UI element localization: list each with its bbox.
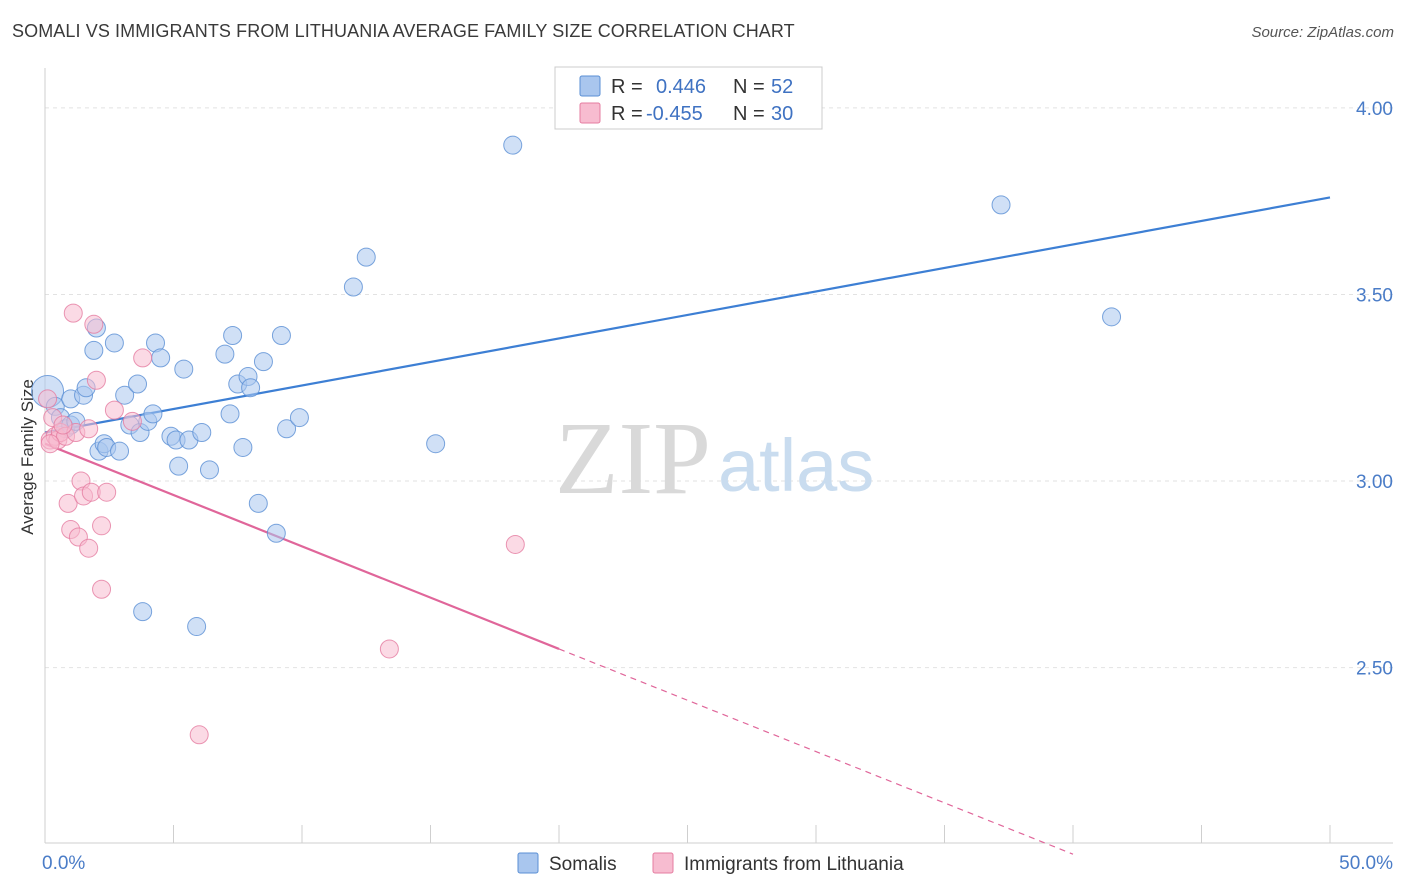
- lithuania-point-21: [97, 482, 117, 502]
- legend-n-label-somalis: N =: [733, 76, 765, 98]
- lithuania-point-15: [79, 419, 99, 439]
- somali-trend-line: [44, 196, 1331, 434]
- series-legend: Somalis Immigrants from Lithuania: [517, 852, 904, 875]
- somali-point-22: [143, 404, 163, 424]
- gridlines: [45, 107, 1393, 669]
- somali-point-48: [426, 434, 446, 454]
- lithuania-point-28: [40, 434, 60, 454]
- legend-r-value-lithuania: -0.455: [646, 103, 703, 125]
- somali-point-43: [271, 325, 291, 345]
- series-legend-swatch-somalis: [517, 852, 539, 874]
- somali-point-42: [266, 523, 286, 543]
- somali-point-20: [133, 602, 153, 622]
- y-tick-2: 3.50: [1356, 285, 1393, 306]
- somali-point-24: [151, 348, 171, 368]
- somali-point-35: [223, 325, 243, 345]
- lithuania-point-25: [189, 725, 209, 745]
- lithuania-trend-extension: [558, 648, 1074, 855]
- y-tick-3: 4.00: [1356, 99, 1393, 120]
- legend-r-label-somalis: R =: [611, 76, 643, 98]
- somali-point-31: [192, 423, 212, 443]
- series-legend-label-somalis: Somalis: [549, 854, 617, 875]
- somali-point-28: [174, 359, 194, 379]
- legend-swatch-somalis: [579, 75, 601, 97]
- y-tick-0: 2.50: [1356, 659, 1393, 680]
- lithuania-point-14: [79, 538, 99, 558]
- lithuania-point-7: [58, 493, 78, 513]
- watermark-zip: ZIP: [555, 401, 711, 516]
- y-tick-labels: 2.50 3.00 3.50 4.00: [1356, 99, 1393, 680]
- series-legend-label-lithuania: Immigrants from Lithuania: [684, 854, 904, 875]
- y-axis-label: Average Family Size: [18, 379, 37, 535]
- somali-point-41: [253, 352, 273, 372]
- legend-n-value-lithuania: 30: [771, 103, 793, 125]
- somali-point-18: [128, 374, 148, 394]
- somali-point-40: [248, 493, 268, 513]
- lithuania-point-27: [505, 534, 525, 554]
- somali-point-39: [241, 378, 261, 398]
- lithuania-point-18: [86, 370, 106, 390]
- legend-swatch-lithuania: [579, 102, 601, 124]
- somali-point-16: [115, 385, 135, 405]
- somali-point-37: [233, 437, 253, 457]
- somali-point-44: [277, 419, 297, 439]
- somali-point-33: [215, 344, 235, 364]
- x-tick-min: 0.0%: [42, 853, 85, 874]
- watermark-atlas: atlas: [718, 424, 874, 507]
- lithuania-trend-line: [44, 442, 560, 650]
- somali-point-14: [104, 333, 124, 353]
- legend-r-value-somalis: 0.446: [656, 76, 706, 98]
- lithuania-point-26: [379, 639, 399, 659]
- somali-point-49: [503, 135, 523, 155]
- axes: [44, 68, 1393, 844]
- chart-title: SOMALI VS IMMIGRANTS FROM LITHUANIA AVER…: [12, 21, 795, 41]
- lithuania-point-20: [92, 579, 112, 599]
- somali-point-34: [220, 404, 240, 424]
- somali-point-50: [991, 195, 1011, 215]
- data-points: [31, 135, 1122, 745]
- somali-point-47: [356, 247, 376, 267]
- somali-point-27: [169, 456, 189, 476]
- somali-point-45: [289, 408, 309, 428]
- somali-point-9: [84, 340, 104, 360]
- y-tick-1: 3.00: [1356, 472, 1393, 493]
- somali-point-51: [1102, 307, 1122, 327]
- legend-n-label-lithuania: N =: [733, 103, 765, 125]
- x-tick-labels: 0.0% 50.0%: [42, 853, 1393, 874]
- somali-point-46: [343, 277, 363, 297]
- trend-lines: [44, 196, 1331, 855]
- lithuania-point-24: [133, 348, 153, 368]
- legend-n-value-somalis: 52: [771, 76, 793, 98]
- somali-point-30: [187, 617, 207, 637]
- somali-point-15: [110, 441, 130, 461]
- lithuania-point-19: [92, 516, 112, 536]
- source-label: Source: ZipAtlas.com: [1251, 24, 1394, 41]
- legend-r-label-lithuania: R =: [611, 103, 643, 125]
- lithuania-point-9: [63, 303, 83, 323]
- lithuania-point-23: [122, 411, 142, 431]
- lithuania-point-0: [38, 389, 58, 409]
- stats-legend: R = 0.446 N = 52 R = -0.455 N = 30: [554, 66, 823, 130]
- lithuania-point-29: [53, 415, 73, 435]
- lithuania-point-22: [104, 400, 124, 420]
- x-tick-max: 50.0%: [1339, 853, 1393, 874]
- somali-point-32: [199, 460, 219, 480]
- series-legend-swatch-lithuania: [652, 852, 674, 874]
- lithuania-point-17: [84, 314, 104, 334]
